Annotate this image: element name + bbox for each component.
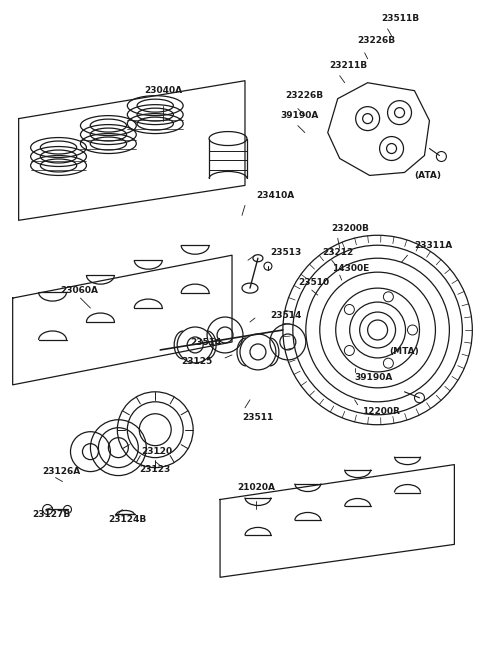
Text: 23040A: 23040A (144, 86, 182, 95)
Text: 23125: 23125 (181, 357, 212, 367)
Text: 23514: 23514 (270, 311, 301, 319)
Text: 39190A: 39190A (280, 111, 318, 120)
Text: 23126A: 23126A (43, 467, 81, 476)
Text: 21020A: 21020A (237, 483, 275, 492)
Text: 23511: 23511 (242, 413, 273, 422)
Text: 23124B: 23124B (108, 515, 146, 524)
Text: 23513: 23513 (270, 248, 301, 257)
Text: 23060A: 23060A (60, 286, 98, 294)
Text: 23200B: 23200B (332, 224, 370, 233)
Text: 23514: 23514 (191, 338, 222, 348)
Text: 23311A: 23311A (415, 240, 453, 250)
Text: 23226B: 23226B (358, 36, 396, 45)
Text: 12200R: 12200R (361, 407, 399, 417)
Text: (MTA): (MTA) (390, 348, 420, 357)
Text: 23510: 23510 (298, 278, 329, 286)
Text: 23410A: 23410A (256, 191, 294, 200)
Text: 23211B: 23211B (330, 61, 368, 70)
Text: 39190A: 39190A (355, 373, 393, 382)
Text: 23127B: 23127B (33, 510, 71, 519)
Text: 23212: 23212 (322, 248, 353, 257)
Text: 14300E: 14300E (332, 263, 369, 273)
Text: (ATA): (ATA) (415, 171, 442, 180)
Text: 23511B: 23511B (382, 14, 420, 24)
Text: 23123: 23123 (139, 465, 170, 474)
Text: 23120: 23120 (141, 447, 172, 456)
Text: 23226B: 23226B (285, 91, 323, 100)
